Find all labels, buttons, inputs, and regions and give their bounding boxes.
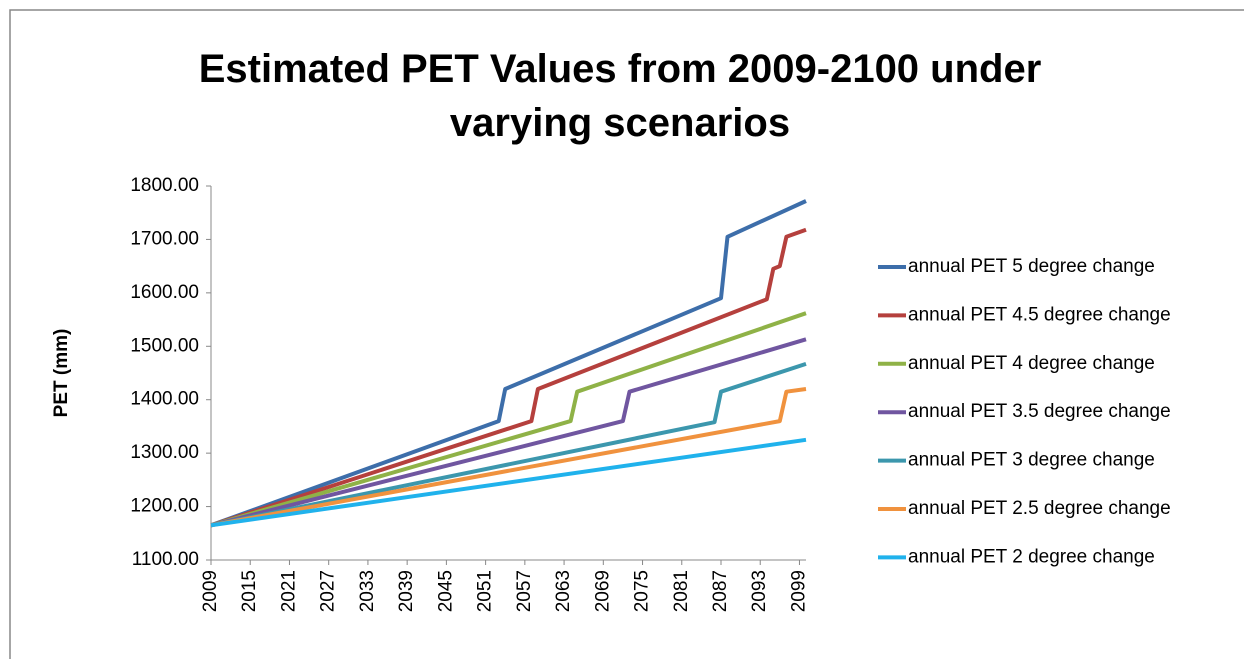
y-tick-label: 1400.00 [130,389,199,410]
series-line [210,311,807,528]
x-tick-label: 2009 [200,570,221,612]
x-tick-label: 2051 [475,570,496,612]
x-tick-label: 2063 [553,570,574,612]
series-line [210,437,807,528]
legend-label: annual PET 4 degree change [908,353,1155,374]
y-axis-label: PET (mm) [51,329,72,418]
legend-label: annual PET 3 degree change [908,450,1155,471]
legend-label: annual PET 5 degree change [908,256,1155,277]
y-tick-label: 1100.00 [132,549,199,570]
x-tick-label: 2033 [357,570,378,612]
x-tick-label: 2093 [749,570,770,612]
x-tick-label: 2069 [592,570,613,612]
series-line [210,337,807,528]
legend-label: annual PET 2 degree change [908,546,1155,567]
series-line [210,361,807,528]
x-tick-label: 2075 [632,570,653,612]
x-tick-label: 2039 [396,570,417,612]
x-tick-label: 2045 [435,570,456,612]
y-tick-label: 1700.00 [130,228,199,249]
series-line [210,387,807,528]
legend-label: annual PET 3.5 degree change [908,401,1171,422]
y-tick-label: 1600.00 [130,282,199,303]
series-line [210,199,807,528]
x-tick-label: 2027 [318,570,339,612]
x-tick-label: 2087 [710,570,731,612]
series-line [210,227,807,528]
y-tick-label: 1500.00 [130,335,199,356]
x-tick-label: 2057 [514,570,535,612]
x-tick-label: 2081 [671,570,692,612]
legend-label: annual PET 2.5 degree change [908,498,1171,519]
y-tick-label: 1300.00 [130,442,199,463]
x-tick-label: 2015 [239,570,260,612]
y-tick-label: 1800.00 [130,175,199,196]
legend-label: annual PET 4.5 degree change [908,304,1171,325]
x-tick-label: 2099 [788,570,809,612]
y-tick-label: 1200.00 [130,496,199,517]
chart-border [9,9,1244,659]
x-tick-label: 2021 [278,570,299,612]
chart-title: Estimated PET Values from 2009-2100 unde… [198,47,1042,145]
